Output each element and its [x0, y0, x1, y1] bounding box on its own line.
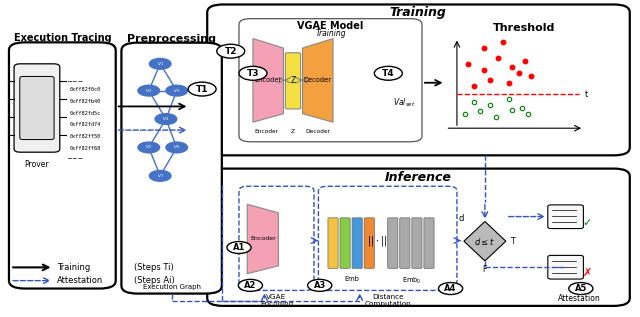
Text: $d \leq t$: $d \leq t$	[474, 236, 495, 247]
Text: 0xff82f0c0: 0xff82f0c0	[69, 87, 100, 92]
Text: $v_3$: $v_3$	[173, 87, 180, 94]
Text: $v_5$: $v_5$	[145, 144, 152, 152]
Text: T2: T2	[225, 47, 237, 56]
Text: VGAE Model: VGAE Model	[298, 21, 364, 31]
Text: F: F	[483, 265, 487, 274]
Text: ✓: ✓	[582, 218, 592, 228]
Circle shape	[138, 85, 159, 96]
Text: Emb: Emb	[345, 276, 360, 282]
Circle shape	[149, 58, 171, 69]
Text: 0xff82ff68: 0xff82ff68	[69, 146, 100, 151]
Text: Encoder: Encoder	[250, 236, 276, 242]
Text: A3: A3	[314, 281, 326, 290]
Text: (Steps Ti): (Steps Ti)	[134, 263, 174, 272]
Text: $Val_{set}$: $Val_{set}$	[393, 97, 415, 109]
Text: A2: A2	[244, 281, 257, 290]
FancyBboxPatch shape	[388, 218, 398, 268]
Text: $v_6$: $v_6$	[173, 144, 180, 152]
Text: $v_2$: $v_2$	[145, 87, 152, 94]
Circle shape	[188, 82, 216, 96]
Text: A1: A1	[233, 243, 245, 252]
Text: T: T	[511, 237, 516, 246]
Circle shape	[149, 171, 171, 181]
Text: 0xff82fd5c: 0xff82fd5c	[69, 111, 100, 116]
FancyBboxPatch shape	[9, 42, 116, 288]
Text: $\mathrm{Emb}_0$: $\mathrm{Emb}_0$	[402, 276, 422, 286]
Text: Attestation: Attestation	[57, 276, 104, 285]
FancyBboxPatch shape	[548, 256, 584, 279]
Circle shape	[227, 242, 251, 254]
FancyBboxPatch shape	[352, 218, 362, 268]
Text: T3: T3	[246, 69, 259, 78]
Text: Encoder: Encoder	[254, 129, 278, 134]
Circle shape	[238, 279, 262, 291]
Text: Z: Z	[291, 76, 296, 85]
Text: $v_1$: $v_1$	[157, 60, 164, 68]
Text: (Steps Ai): (Steps Ai)	[134, 276, 175, 285]
Circle shape	[138, 142, 159, 153]
FancyBboxPatch shape	[207, 4, 630, 155]
Circle shape	[155, 114, 177, 124]
Text: ─ ─ ─: ─ ─ ─	[67, 80, 83, 85]
Text: Encoder: Encoder	[255, 77, 282, 83]
Text: Threshold: Threshold	[492, 23, 555, 33]
Text: Prover: Prover	[24, 160, 49, 169]
Text: A5: A5	[575, 284, 587, 293]
Text: Z: Z	[291, 129, 295, 134]
Polygon shape	[303, 39, 333, 122]
Text: Training: Training	[315, 29, 346, 38]
Polygon shape	[247, 204, 278, 274]
Text: 0xff82ff50: 0xff82ff50	[69, 134, 100, 139]
Polygon shape	[253, 39, 284, 122]
Text: Training: Training	[57, 263, 90, 272]
Text: 0xff82fd74: 0xff82fd74	[69, 122, 100, 127]
Text: A4: A4	[444, 284, 457, 293]
Text: Training: Training	[390, 6, 447, 19]
Text: Execution Graph: Execution Graph	[143, 284, 200, 290]
Text: d: d	[459, 214, 464, 223]
Text: VGAE
Encoding: VGAE Encoding	[260, 294, 293, 307]
FancyBboxPatch shape	[412, 218, 422, 268]
Text: t: t	[586, 90, 589, 99]
Circle shape	[374, 66, 403, 80]
FancyBboxPatch shape	[14, 64, 60, 152]
Circle shape	[239, 66, 267, 80]
Text: Preprocessing: Preprocessing	[127, 34, 216, 44]
FancyBboxPatch shape	[122, 43, 222, 294]
FancyBboxPatch shape	[328, 218, 338, 268]
FancyBboxPatch shape	[20, 76, 54, 139]
FancyBboxPatch shape	[285, 53, 301, 109]
Text: ─ ─ ─: ─ ─ ─	[67, 157, 83, 162]
Text: $||\cdot||$: $||\cdot||$	[367, 234, 388, 248]
FancyBboxPatch shape	[548, 205, 584, 229]
FancyBboxPatch shape	[364, 218, 374, 268]
Circle shape	[438, 282, 463, 294]
Text: T4: T4	[382, 69, 395, 78]
Circle shape	[569, 282, 593, 294]
Text: Decoder: Decoder	[304, 77, 332, 83]
Text: 0xff82fb40: 0xff82fb40	[69, 99, 100, 104]
Text: Distance
Computation: Distance Computation	[364, 294, 411, 307]
Text: $v_4$: $v_4$	[163, 115, 170, 123]
FancyBboxPatch shape	[400, 218, 410, 268]
FancyBboxPatch shape	[319, 186, 457, 290]
Text: Attestation: Attestation	[557, 294, 600, 303]
Text: T1: T1	[196, 85, 209, 94]
FancyBboxPatch shape	[424, 218, 434, 268]
Text: $v_7$: $v_7$	[157, 172, 164, 180]
Text: Inference: Inference	[385, 171, 452, 184]
Text: Execution Tracing: Execution Tracing	[13, 33, 111, 43]
Circle shape	[166, 85, 188, 96]
Circle shape	[308, 279, 332, 291]
Polygon shape	[464, 222, 506, 261]
Text: Decoder: Decoder	[305, 129, 330, 134]
Circle shape	[166, 142, 188, 153]
Circle shape	[217, 44, 244, 58]
FancyBboxPatch shape	[239, 186, 314, 290]
FancyBboxPatch shape	[340, 218, 350, 268]
Text: ✗: ✗	[582, 268, 592, 278]
FancyBboxPatch shape	[239, 19, 422, 142]
FancyBboxPatch shape	[207, 169, 630, 306]
